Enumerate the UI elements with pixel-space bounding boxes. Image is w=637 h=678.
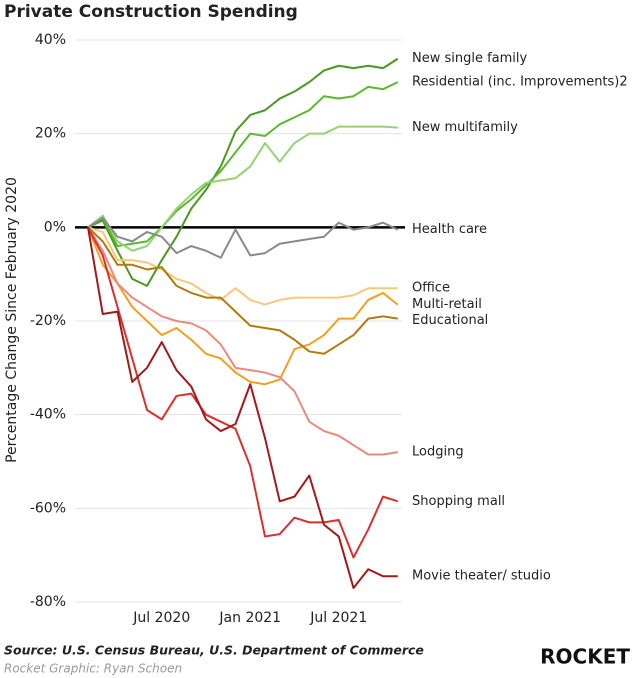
series-line [87, 226, 398, 306]
x-tick-label: Jul 2021 [309, 610, 367, 626]
credit: Rocket Graphic: Ryan Schoen [4, 662, 182, 676]
legend-label: Educational [412, 313, 488, 328]
series-line [87, 226, 399, 386]
y-tick-label: -40% [30, 407, 66, 423]
y-tick-label: -20% [30, 313, 66, 329]
series-line [87, 226, 398, 456]
y-tick-label: 0% [44, 219, 66, 235]
series-line [87, 125, 398, 252]
legend-label: Movie theater/ studio [412, 569, 551, 584]
series-line [87, 227, 398, 589]
y-axis-label: Percentage Change Since February 2020 [4, 177, 20, 463]
y-tick-label: -60% [30, 500, 66, 516]
source: Source: U.S. Census Bureau, U.S. Departm… [4, 643, 424, 658]
chart-title: Private Construction Spending [4, 2, 298, 22]
x-tick-label: Jul 2020 [132, 610, 190, 626]
legend-label: Lodging [412, 445, 464, 460]
legend-label: Shopping mall [412, 494, 505, 509]
legend-label: Office [412, 281, 450, 296]
series-line [87, 226, 399, 559]
series-line [87, 226, 398, 355]
y-tick-label: 20% [35, 126, 66, 142]
series-line [87, 57, 399, 287]
x-tick-label: Jan 2021 [218, 610, 281, 626]
series-line [87, 81, 399, 248]
y-tick-label: -80% [30, 594, 66, 610]
legend-label: Health care [412, 222, 487, 237]
legend-label: Multi-retail [412, 297, 482, 312]
series-line [87, 216, 399, 259]
y-tick-label: 40% [35, 32, 66, 48]
legend-label: Residential (inc. Improvements)2 [412, 75, 628, 90]
legend-label: New multifamily [412, 120, 518, 135]
legend-label: New single family [412, 51, 528, 66]
logo: ROCKET [540, 645, 630, 669]
